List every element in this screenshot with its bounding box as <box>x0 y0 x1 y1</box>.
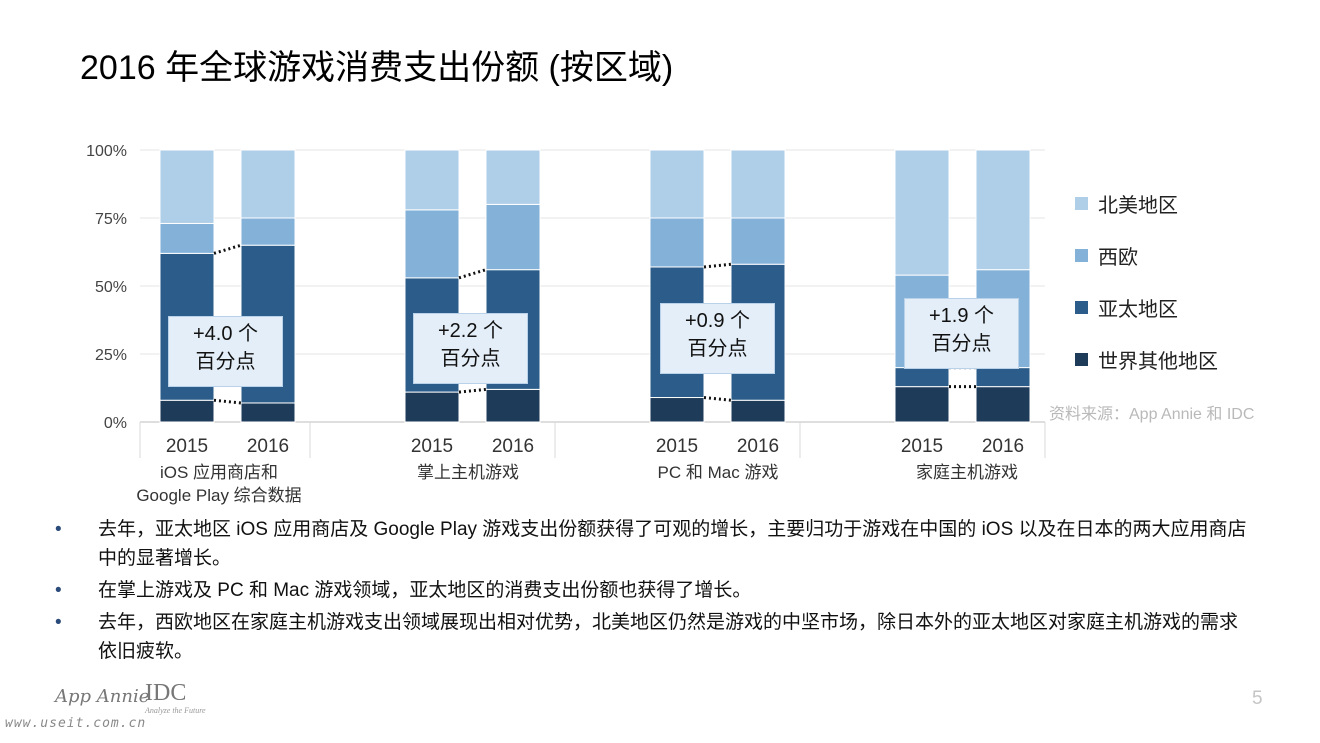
y-tick-label: 0% <box>104 415 127 432</box>
y-tick-label: 100% <box>86 143 127 160</box>
legend-item-north-america: 北美地区 <box>1075 191 1178 217</box>
y-tick-label: 25% <box>95 347 127 364</box>
bar-segment <box>894 386 950 423</box>
bullet-symbol: • <box>55 519 62 540</box>
change-connector <box>458 387 487 394</box>
x-tick-label: 2015 <box>411 436 453 457</box>
legend-swatch <box>1075 196 1088 210</box>
watermark: www.useit.com.cn <box>5 716 147 731</box>
group-label-home-console: 家庭主机游戏 <box>916 463 1018 482</box>
legend-item-western-europe: 西欧 <box>1075 243 1138 269</box>
x-tick-label: 2016 <box>247 436 289 457</box>
callout-home-console: +1.9 个 百分点 <box>904 298 1019 369</box>
change-connector <box>213 243 242 255</box>
x-tick-label: 2016 <box>492 436 534 457</box>
app-annie-logo: App Annie <box>55 686 150 707</box>
legend-item-asia-pacific: 亚太地区 <box>1075 295 1178 321</box>
bar-segment <box>485 203 541 271</box>
bullet-symbol: • <box>55 612 62 633</box>
legend-swatch <box>1075 300 1088 314</box>
change-connector <box>458 268 487 280</box>
x-tick-label: 2015 <box>166 436 208 457</box>
bar-segment <box>159 222 215 254</box>
bar-segment <box>975 386 1031 423</box>
x-tick-label: 2016 <box>737 436 779 457</box>
bar-segment <box>894 149 950 276</box>
page-number: 5 <box>1252 688 1263 709</box>
group-label-handheld: 掌上主机游戏 <box>417 463 519 482</box>
x-tick-label: 2015 <box>656 436 698 457</box>
callout-handheld: +2.2 个 百分点 <box>413 313 528 384</box>
bar-segment <box>485 149 541 205</box>
bar-segment <box>730 217 786 265</box>
bar-segment <box>649 149 705 219</box>
bullet-list: • 去年，亚太地区 iOS 应用商店及 Google Play 游戏支出份额获得… <box>55 515 1255 669</box>
bar-segment <box>404 209 460 279</box>
legend-label: 亚太地区 <box>1098 298 1178 321</box>
change-connector <box>703 262 732 269</box>
legend-label: 北美地区 <box>1098 194 1178 217</box>
slide-title: 2016 年全球游戏消费支出份额 (按区域) <box>80 49 674 87</box>
bar-segment <box>730 149 786 219</box>
bar-segment <box>404 149 460 211</box>
bar-segment <box>894 367 950 388</box>
x-tick-label: 2016 <box>982 436 1024 457</box>
bar-segment <box>159 399 215 423</box>
group-label-mobile-stores: iOS 应用商店和 Google Play 综合数据 <box>136 463 302 505</box>
legend-swatch <box>1075 352 1088 366</box>
x-tick-label: 2015 <box>901 436 943 457</box>
bullet-text: 在掌上游戏及 PC 和 Mac 游戏领域，亚太地区的消费支出份额也获得了增长。 <box>98 580 752 601</box>
bar-segment <box>975 367 1031 388</box>
legend-label: 西欧 <box>1098 246 1138 269</box>
callout-pc-mac: +0.9 个 百分点 <box>660 303 775 374</box>
legend-label: 世界其他地区 <box>1098 350 1218 373</box>
bar-segment <box>404 391 460 423</box>
y-tick-label: 75% <box>95 211 127 228</box>
bar-segment <box>485 388 541 423</box>
source-note: 资料来源：App Annie 和 IDC <box>1049 406 1255 423</box>
y-tick-label: 50% <box>95 279 127 296</box>
bullet-item: • 在掌上游戏及 PC 和 Mac 游戏领域，亚太地区的消费支出份额也获得了增长… <box>55 576 1255 605</box>
bar-segment <box>159 149 215 224</box>
bar-segment <box>649 397 705 423</box>
bullet-item: • 去年，亚太地区 iOS 应用商店及 Google Play 游戏支出份额获得… <box>55 515 1255 573</box>
bar-segment <box>975 149 1031 271</box>
change-connector <box>213 398 242 405</box>
idc-logo: IDC <box>145 680 187 706</box>
bullet-text: 去年，亚太地区 iOS 应用商店及 Google Play 游戏支出份额获得了可… <box>98 519 1247 569</box>
idc-logo-tagline: Analyze the Future <box>145 706 206 715</box>
bar-segment <box>649 217 705 268</box>
bar-segment <box>240 402 296 423</box>
bullet-symbol: • <box>55 580 62 601</box>
callout-mobile-stores: +4.0 个 百分点 <box>168 316 283 387</box>
bullet-text: 去年，西欧地区在家庭主机游戏支出领域展现出相对优势，北美地区仍然是游戏的中坚市场… <box>98 612 1239 662</box>
bar-segment <box>730 399 786 423</box>
legend-item-rest-of-world: 世界其他地区 <box>1075 347 1218 373</box>
bullet-item: • 去年，西欧地区在家庭主机游戏支出领域展现出相对优势，北美地区仍然是游戏的中坚… <box>55 608 1255 666</box>
group-label-pc-mac: PC 和 Mac 游戏 <box>657 463 779 482</box>
bar-segment <box>240 217 296 246</box>
legend-swatch <box>1075 248 1088 262</box>
change-connector <box>703 396 732 402</box>
bar-segment <box>240 149 296 219</box>
